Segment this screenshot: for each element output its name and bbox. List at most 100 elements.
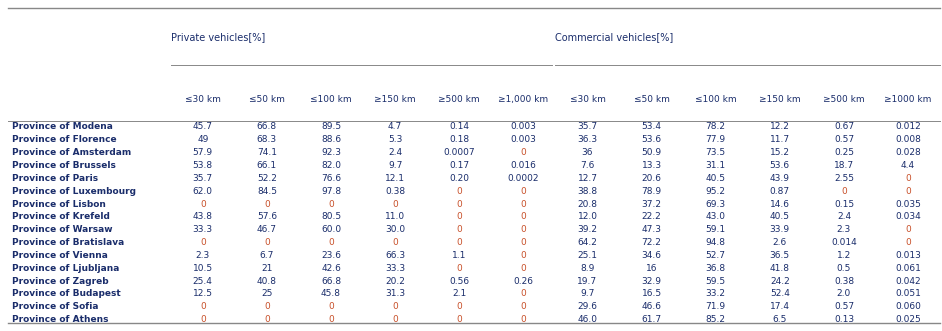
Text: Private vehicles[%]: Private vehicles[%] xyxy=(171,32,265,42)
Text: 0: 0 xyxy=(392,200,398,209)
Text: 57.9: 57.9 xyxy=(193,148,213,157)
Text: 0: 0 xyxy=(392,302,398,311)
Text: 36.5: 36.5 xyxy=(770,251,790,260)
Text: 43.8: 43.8 xyxy=(193,213,213,221)
Text: 23.6: 23.6 xyxy=(321,251,341,260)
Text: 40.8: 40.8 xyxy=(257,277,277,286)
Text: 25: 25 xyxy=(261,289,272,299)
Text: 0: 0 xyxy=(264,200,269,209)
Text: ≥1,000 km: ≥1,000 km xyxy=(498,95,548,104)
Text: 0: 0 xyxy=(392,238,398,247)
Text: 1.2: 1.2 xyxy=(836,251,851,260)
Text: 66.1: 66.1 xyxy=(257,161,277,170)
Text: 97.8: 97.8 xyxy=(321,187,341,196)
Text: 33.3: 33.3 xyxy=(385,264,405,273)
Text: 78.9: 78.9 xyxy=(642,187,661,196)
Text: 49: 49 xyxy=(197,135,208,144)
Text: Province of Paris: Province of Paris xyxy=(12,174,98,183)
Text: 2.3: 2.3 xyxy=(836,225,851,234)
Text: 53.4: 53.4 xyxy=(642,122,661,131)
Text: 35.7: 35.7 xyxy=(193,174,213,183)
Text: 0: 0 xyxy=(521,200,527,209)
Text: 0.035: 0.035 xyxy=(895,200,921,209)
Text: Province of Florence: Province of Florence xyxy=(12,135,117,144)
Text: 30.0: 30.0 xyxy=(385,225,405,234)
Text: 0: 0 xyxy=(521,264,527,273)
Text: 0: 0 xyxy=(456,264,463,273)
Text: 46.7: 46.7 xyxy=(257,225,277,234)
Text: ≥500 km: ≥500 km xyxy=(438,95,480,104)
Text: 19.7: 19.7 xyxy=(577,277,597,286)
Text: 33.2: 33.2 xyxy=(706,289,725,299)
Text: Province of Amsterdam: Province of Amsterdam xyxy=(12,148,132,157)
Text: 0.003: 0.003 xyxy=(511,135,536,144)
Text: ≤100 km: ≤100 km xyxy=(695,95,737,104)
Text: 89.5: 89.5 xyxy=(321,122,341,131)
Text: 0.003: 0.003 xyxy=(511,122,536,131)
Text: 72.2: 72.2 xyxy=(642,238,661,247)
Text: 31.3: 31.3 xyxy=(385,289,405,299)
Text: 0.016: 0.016 xyxy=(511,161,536,170)
Text: 2.55: 2.55 xyxy=(834,174,854,183)
Text: 95.2: 95.2 xyxy=(706,187,725,196)
Text: 0.56: 0.56 xyxy=(449,277,469,286)
Text: 0: 0 xyxy=(200,238,205,247)
Text: 88.6: 88.6 xyxy=(321,135,341,144)
Text: 10.5: 10.5 xyxy=(193,264,213,273)
Text: Province of Warsaw: Province of Warsaw xyxy=(12,225,113,234)
Text: 0: 0 xyxy=(328,200,333,209)
Text: 11.0: 11.0 xyxy=(385,213,405,221)
Text: 46.0: 46.0 xyxy=(577,315,597,324)
Text: Province of Modena: Province of Modena xyxy=(12,122,113,131)
Text: 78.2: 78.2 xyxy=(706,122,725,131)
Text: 69.3: 69.3 xyxy=(706,200,725,209)
Text: 25.4: 25.4 xyxy=(193,277,213,286)
Text: 0.17: 0.17 xyxy=(449,161,469,170)
Text: 0: 0 xyxy=(521,238,527,247)
Text: 29.6: 29.6 xyxy=(577,302,597,311)
Text: 0.67: 0.67 xyxy=(834,122,854,131)
Text: 0: 0 xyxy=(200,315,205,324)
Text: 24.2: 24.2 xyxy=(770,277,789,286)
Text: 74.1: 74.1 xyxy=(257,148,277,157)
Text: 39.2: 39.2 xyxy=(577,225,597,234)
Text: 13.3: 13.3 xyxy=(642,161,661,170)
Text: 0: 0 xyxy=(264,315,269,324)
Text: 0: 0 xyxy=(841,187,847,196)
Text: ≤30 km: ≤30 km xyxy=(185,95,220,104)
Text: Province of Krefeld: Province of Krefeld xyxy=(12,213,110,221)
Text: 1.1: 1.1 xyxy=(452,251,466,260)
Text: 9.7: 9.7 xyxy=(580,289,594,299)
Text: 0: 0 xyxy=(521,315,527,324)
Text: 57.6: 57.6 xyxy=(257,213,277,221)
Text: Province of Brussels: Province of Brussels xyxy=(12,161,116,170)
Text: 0.061: 0.061 xyxy=(895,264,921,273)
Text: 0: 0 xyxy=(200,302,205,311)
Text: 82.0: 82.0 xyxy=(321,161,341,170)
Text: Commercial vehicles[%]: Commercial vehicles[%] xyxy=(556,32,674,42)
Text: 43.0: 43.0 xyxy=(706,213,725,221)
Text: 14.6: 14.6 xyxy=(770,200,789,209)
Text: 0.5: 0.5 xyxy=(836,264,852,273)
Text: 92.3: 92.3 xyxy=(321,148,341,157)
Text: 52.7: 52.7 xyxy=(706,251,725,260)
Text: 0: 0 xyxy=(392,315,398,324)
Text: ≤50 km: ≤50 km xyxy=(634,95,670,104)
Text: 20.2: 20.2 xyxy=(385,277,405,286)
Text: 0.20: 0.20 xyxy=(449,174,469,183)
Text: 61.7: 61.7 xyxy=(642,315,661,324)
Text: 46.6: 46.6 xyxy=(642,302,661,311)
Text: Province of Zagreb: Province of Zagreb xyxy=(12,277,109,286)
Text: 0.38: 0.38 xyxy=(385,187,405,196)
Text: Province of Vienna: Province of Vienna xyxy=(12,251,108,260)
Text: 0: 0 xyxy=(328,302,333,311)
Text: 20.8: 20.8 xyxy=(577,200,597,209)
Text: 0.14: 0.14 xyxy=(449,122,469,131)
Text: 66.8: 66.8 xyxy=(257,122,277,131)
Text: 40.5: 40.5 xyxy=(706,174,725,183)
Text: 7.6: 7.6 xyxy=(580,161,594,170)
Text: 33.9: 33.9 xyxy=(770,225,790,234)
Text: 41.8: 41.8 xyxy=(770,264,789,273)
Text: 0: 0 xyxy=(456,213,463,221)
Text: 2.4: 2.4 xyxy=(836,213,851,221)
